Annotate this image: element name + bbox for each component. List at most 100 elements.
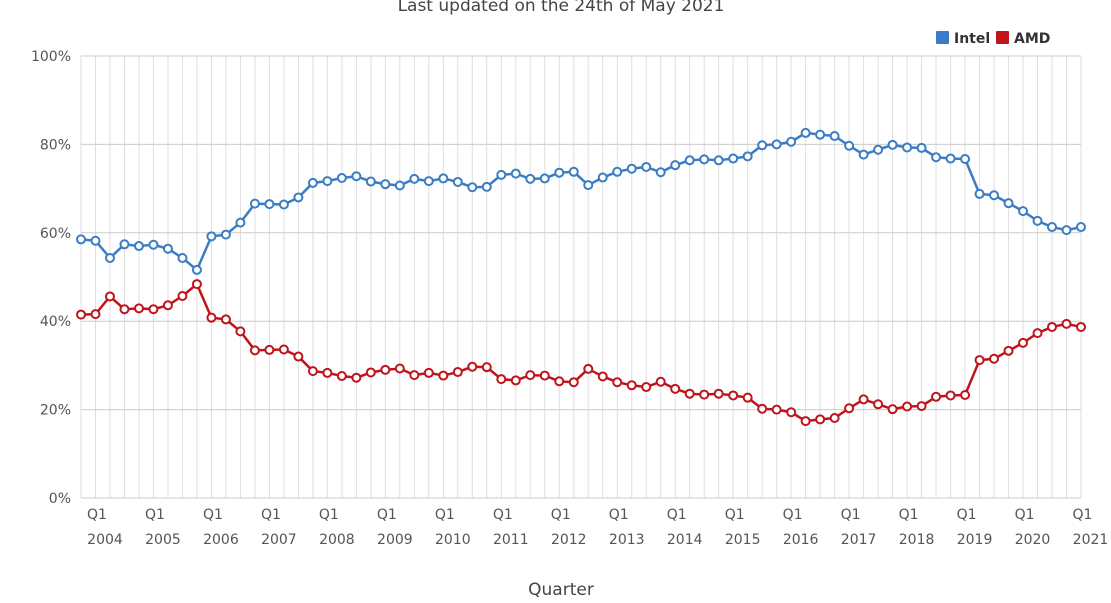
data-point-amd <box>597 371 608 382</box>
data-point-intel <box>641 161 652 172</box>
data-point-intel <box>293 192 304 203</box>
data-point-intel <box>467 182 478 193</box>
x-tick-year: 2004 <box>87 532 123 548</box>
data-point-amd <box>336 371 347 382</box>
data-point-intel <box>728 153 739 164</box>
y-tick-label: 100% <box>31 49 71 65</box>
data-point-amd <box>786 407 797 418</box>
data-point-intel <box>148 239 159 250</box>
y-tick-label: 80% <box>40 137 71 153</box>
data-point-amd <box>829 412 840 423</box>
legend-item-amd[interactable]: AMD <box>996 31 1050 47</box>
data-point-intel <box>438 173 449 184</box>
data-point-intel <box>322 176 333 187</box>
data-point-intel <box>409 173 420 184</box>
data-point-intel <box>974 188 985 199</box>
x-tick-year: 2005 <box>145 532 181 548</box>
data-point-amd <box>858 394 869 405</box>
data-point-intel <box>76 234 86 245</box>
data-point-intel <box>249 198 260 209</box>
data-point-amd <box>684 388 695 399</box>
legend: Intel AMD <box>936 31 1050 47</box>
data-point-amd <box>974 355 985 366</box>
x-tick-year: 2019 <box>957 532 993 548</box>
data-point-amd <box>438 370 449 381</box>
grid <box>80 55 1082 499</box>
data-point-intel <box>800 127 811 138</box>
data-point-intel <box>1032 215 1043 226</box>
x-tick-quarter: Q1 <box>609 507 629 523</box>
data-point-intel <box>177 252 188 263</box>
x-tick-quarter: Q1 <box>725 507 745 523</box>
data-point-intel <box>119 239 130 250</box>
x-tick-year: 2013 <box>609 532 645 548</box>
data-point-intel <box>844 140 855 151</box>
data-point-amd <box>902 401 913 412</box>
chart-subtitle: Last updated on the 24th of May 2021 <box>398 0 725 16</box>
data-point-amd <box>612 377 623 388</box>
x-tick-year: 2008 <box>319 532 355 548</box>
data-point-amd <box>757 403 768 414</box>
data-point-intel <box>90 235 101 246</box>
data-point-amd <box>76 309 86 320</box>
data-point-amd <box>713 388 724 399</box>
data-point-intel <box>554 167 565 178</box>
legend-item-intel[interactable]: Intel <box>936 31 990 47</box>
data-point-amd <box>728 390 739 401</box>
x-tick-quarter: Q1 <box>783 507 803 523</box>
data-point-intel <box>583 180 594 191</box>
data-point-intel <box>365 176 376 187</box>
data-point-amd <box>539 370 550 381</box>
x-tick-year: 2021 <box>1073 532 1109 548</box>
data-point-intel <box>670 160 681 171</box>
data-point-intel <box>829 131 840 142</box>
x-tick-quarter: Q1 <box>551 507 571 523</box>
x-tick-year: 2009 <box>377 532 413 548</box>
data-point-intel <box>220 229 231 240</box>
legend-swatch-intel <box>936 31 949 44</box>
x-tick-year: 2016 <box>783 532 819 548</box>
x-axis-ticks: Q1 2004 Q1 2005 Q1 2006 Q1 2007 Q1 2008 Q1 2009 Q1 20… <box>87 507 1108 548</box>
data-point-intel <box>684 155 695 166</box>
data-point-amd <box>467 361 478 372</box>
data-point-intel <box>916 142 927 153</box>
data-point-amd <box>104 291 115 302</box>
y-tick-label: 0% <box>49 491 71 507</box>
data-point-amd <box>133 303 144 314</box>
data-point-amd <box>916 401 927 412</box>
data-point-intel <box>162 243 173 254</box>
data-point-intel <box>133 241 144 252</box>
series-lines <box>76 127 1086 427</box>
x-tick-quarter: Q1 <box>667 507 687 523</box>
data-point-intel <box>655 167 666 178</box>
y-tick-label: 60% <box>40 226 71 242</box>
data-point-amd <box>380 364 391 375</box>
data-point-amd <box>423 367 434 378</box>
data-point-amd <box>293 351 304 362</box>
data-point-intel <box>945 153 956 164</box>
legend-swatch-amd <box>996 31 1009 44</box>
data-point-intel <box>612 166 623 177</box>
data-point-amd <box>1076 321 1086 332</box>
data-point-amd <box>191 279 202 290</box>
data-point-amd <box>90 309 101 320</box>
data-point-intel <box>206 231 217 242</box>
x-tick-year: 2006 <box>203 532 239 548</box>
data-point-intel <box>1003 198 1014 209</box>
data-point-amd <box>351 372 362 383</box>
data-point-intel <box>742 151 753 162</box>
data-point-intel <box>597 172 608 183</box>
data-point-intel <box>815 129 826 140</box>
x-tick-quarter: Q1 <box>319 507 339 523</box>
data-point-amd <box>699 389 710 400</box>
x-tick-quarter: Q1 <box>841 507 861 523</box>
data-point-intel <box>1076 222 1086 233</box>
series-intel <box>76 127 1086 275</box>
data-point-amd <box>394 363 405 374</box>
x-tick-year: 2011 <box>493 532 529 548</box>
data-point-intel <box>1018 206 1029 217</box>
data-point-amd <box>568 377 579 388</box>
data-point-amd <box>989 353 1000 364</box>
